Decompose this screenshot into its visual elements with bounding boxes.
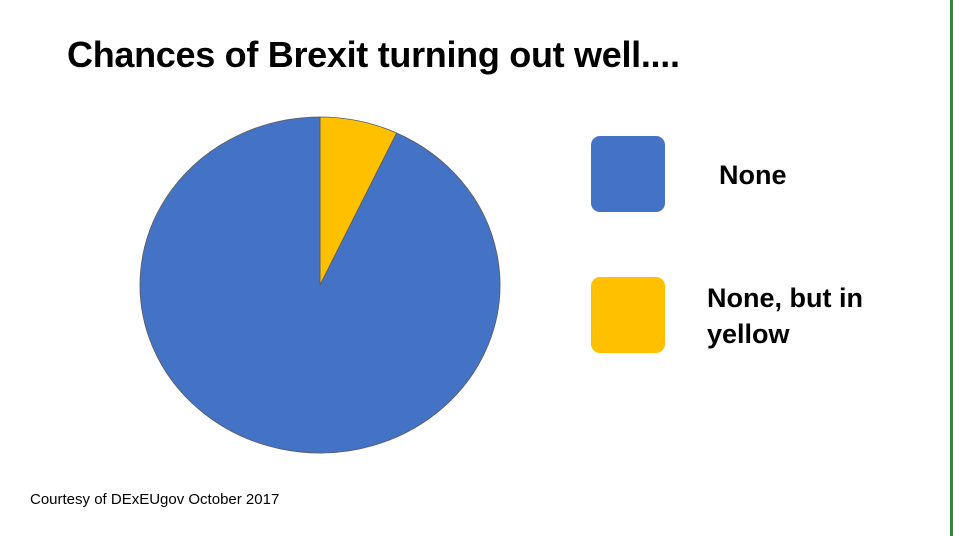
pie-slice-none <box>139 116 501 454</box>
slide-border <box>950 0 953 536</box>
legend-swatch-none <box>591 136 665 212</box>
legend-swatch-none-yellow <box>591 277 665 353</box>
chart-title: Chances of Brexit turning out well.... <box>67 34 680 75</box>
source-note: Courtesy of DExEUgov October 2017 <box>30 491 280 508</box>
legend-label-none-yellow: None, but in yellow <box>707 283 863 349</box>
legend-label-none: None <box>719 160 787 190</box>
